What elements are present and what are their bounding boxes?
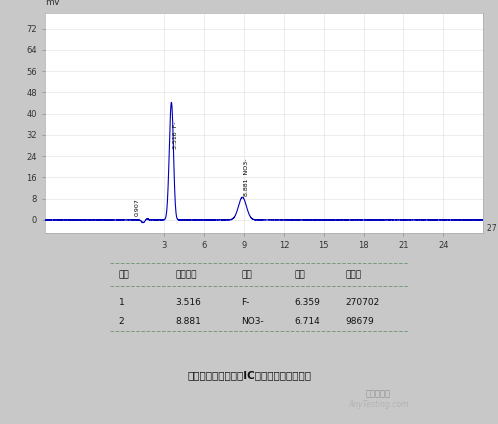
Text: 2: 2	[119, 317, 124, 326]
Text: 3.516: 3.516	[175, 298, 201, 307]
Text: 27 min: 27 min	[487, 224, 498, 233]
Text: 8.881  NO3-: 8.881 NO3-	[245, 159, 249, 196]
Text: 名称: 名称	[241, 270, 252, 279]
Text: 某陶化液经处理后的IC测试图及离子含量表: 某陶化液经处理后的IC测试图及离子含量表	[187, 370, 311, 380]
Text: 6.359: 6.359	[295, 298, 321, 307]
Text: F-: F-	[241, 298, 249, 307]
Text: mV: mV	[45, 0, 60, 7]
Text: 6.714: 6.714	[295, 317, 321, 326]
Text: 序号: 序号	[119, 270, 129, 279]
Text: AnyTesting.com: AnyTesting.com	[348, 400, 409, 410]
Text: NO3-: NO3-	[241, 317, 264, 326]
Text: 98679: 98679	[346, 317, 374, 326]
Text: 0.907: 0.907	[134, 198, 139, 216]
Text: 8.881: 8.881	[175, 317, 201, 326]
Text: 270702: 270702	[346, 298, 380, 307]
Text: 保留时间: 保留时间	[175, 270, 197, 279]
Text: 1: 1	[119, 298, 124, 307]
Text: 浓度: 浓度	[295, 270, 306, 279]
Text: 3.516  F-: 3.516 F-	[173, 122, 178, 149]
Text: 峰面积: 峰面积	[346, 270, 362, 279]
Text: 壹峡检测网: 壹峡检测网	[366, 390, 391, 399]
